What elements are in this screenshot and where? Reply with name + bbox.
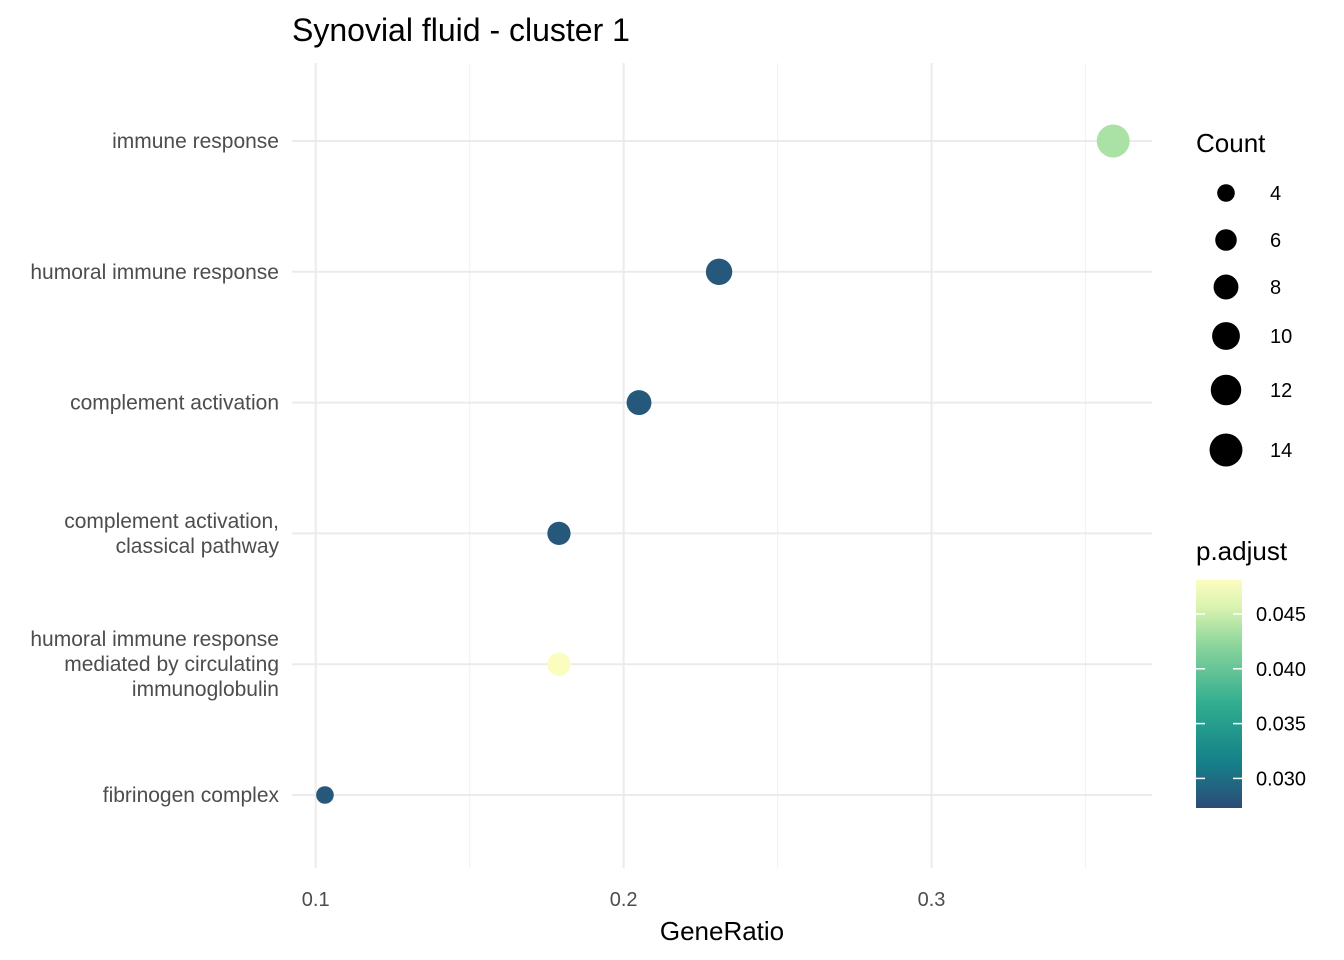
- count-legend-label: 12: [1270, 380, 1292, 402]
- count-legend-key: [1209, 433, 1243, 467]
- count-legend-title: Count: [1196, 128, 1266, 158]
- data-point: [547, 652, 571, 676]
- colorbar-label: 0.040: [1256, 659, 1306, 681]
- count-legend-label: 14: [1270, 440, 1292, 462]
- count-legend-label: 4: [1270, 183, 1281, 205]
- data-point: [705, 258, 733, 285]
- x-tick-label: 0.3: [918, 889, 946, 911]
- colorbar-label: 0.030: [1256, 768, 1306, 790]
- count-legend-key: [1217, 184, 1235, 202]
- data-point: [1096, 124, 1130, 158]
- x-axis-title: GeneRatio: [660, 916, 784, 946]
- count-legend-label: 8: [1270, 277, 1281, 299]
- x-tick-label: 0.1: [302, 889, 330, 911]
- count-legend-key: [1213, 274, 1239, 300]
- colorbar-label: 0.045: [1256, 604, 1306, 626]
- data-points: [316, 124, 1130, 804]
- y-tick-label: humoral immune response mediated by circu…: [30, 628, 279, 701]
- x-axis-tick-labels: 0.1 0.2 0.3: [302, 889, 946, 911]
- p-adjust-legend-title: p.adjust: [1196, 536, 1288, 566]
- p-adjust-colorbar: [1196, 580, 1242, 808]
- count-legend-label: 6: [1270, 230, 1281, 252]
- p-adjust-legend: p.adjust 0.030 0.035 0.040 0.045: [1196, 536, 1306, 808]
- count-legend-key: [1210, 374, 1242, 406]
- y-tick-label: humoral immune response: [30, 261, 279, 284]
- y-tick-label: complement activation: [70, 392, 279, 415]
- x-tick-label: 0.2: [610, 889, 638, 911]
- count-legend: Count 4 6 8 10 12 14: [1196, 128, 1292, 467]
- count-legend-key: [1215, 229, 1237, 251]
- y-axis-tick-labels: immune response humoral immune response co…: [30, 130, 279, 807]
- y-tick-label: fibrinogen complex: [103, 784, 280, 807]
- y-tick-label: immune response: [112, 130, 279, 153]
- data-point: [626, 390, 652, 416]
- colorbar-label: 0.035: [1256, 714, 1306, 736]
- data-point: [547, 521, 571, 546]
- count-legend-label: 10: [1270, 326, 1292, 348]
- grid-layer: [292, 63, 1152, 868]
- y-tick-label: complement activation, classical pathway: [64, 510, 279, 558]
- data-point: [316, 786, 334, 804]
- count-legend-key: [1212, 322, 1240, 350]
- chart-title: Synovial fluid - cluster 1: [292, 12, 630, 48]
